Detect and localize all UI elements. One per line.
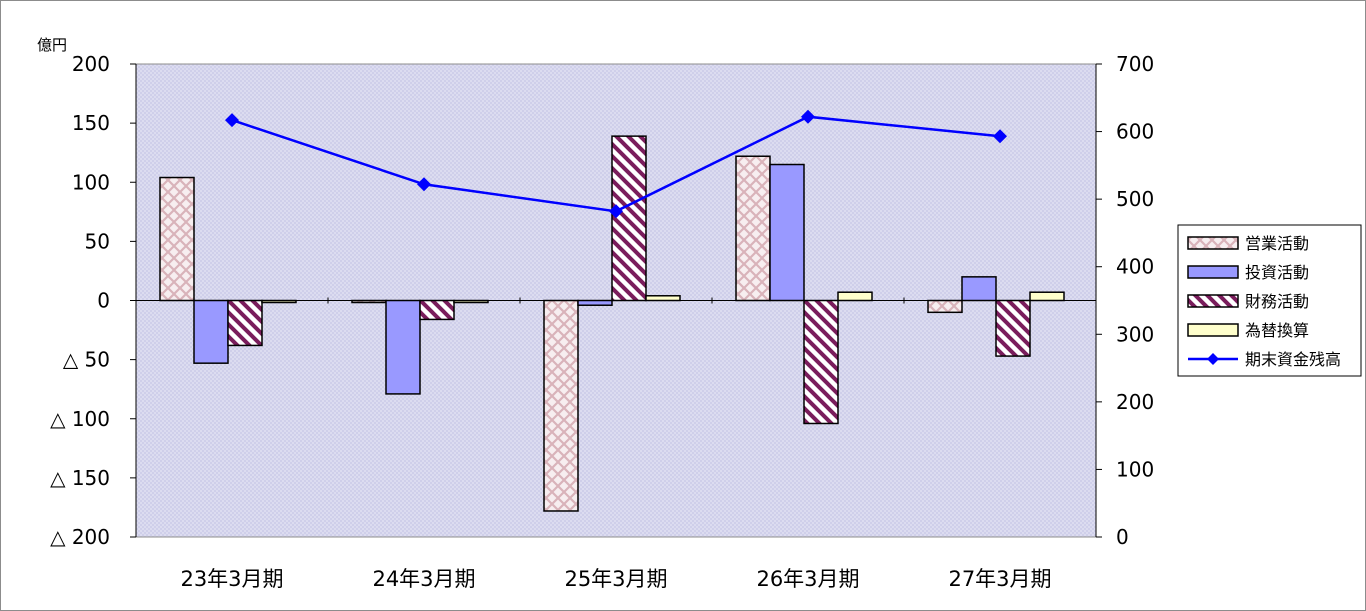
left-axis-tick-label: 50 xyxy=(85,229,110,253)
line-series xyxy=(225,109,1007,219)
right-axis-tick-label: 300 xyxy=(1116,322,1154,346)
left-axis-tick-label: △ 150 xyxy=(50,466,110,490)
line-marker-4 xyxy=(801,109,815,124)
line-marker-5 xyxy=(993,129,1007,144)
category-label: 23年3月期 xyxy=(180,567,283,591)
bar-2-2 xyxy=(385,299,421,395)
right-axis-tick-label: 200 xyxy=(1116,390,1154,414)
left-axis: 200 150 100 50 0 △ 50 △ 100 △ 150 △ 200 xyxy=(50,52,137,549)
bar-1-4 xyxy=(735,155,771,302)
legend-swatch xyxy=(1187,236,1239,250)
line-marker-3 xyxy=(609,204,623,219)
legend-swatch xyxy=(1187,323,1239,337)
category-axis-labels: 23年3月期 24年3月期 25年3月期 26年3月期 27年3月期 xyxy=(180,567,1051,591)
left-axis-tick-label: 100 xyxy=(72,170,110,194)
bar-3-1 xyxy=(227,299,263,347)
bar-2-1 xyxy=(193,299,229,364)
bar-1-5 xyxy=(927,299,963,314)
legend-swatch xyxy=(1187,294,1239,308)
bar-1-1 xyxy=(159,176,195,302)
bar-3-4 xyxy=(803,299,839,425)
category-label: 26年3月期 xyxy=(756,567,859,591)
category-label: 27年3月期 xyxy=(948,567,1051,591)
line-marker-2 xyxy=(417,177,431,192)
left-axis-tick-label: 200 xyxy=(72,52,110,76)
y-axis-unit-label: 億円 xyxy=(37,36,67,54)
legend-label: 期末資金残高 xyxy=(1245,350,1341,369)
legend-label: 為替換算 xyxy=(1245,321,1309,340)
bar-3-5 xyxy=(995,299,1031,357)
right-axis-tick-label: 0 xyxy=(1116,525,1129,549)
line-marker-1 xyxy=(225,113,239,128)
legend-swatch xyxy=(1187,265,1239,279)
bar-series xyxy=(159,135,1065,512)
right-axis-tick-label: 100 xyxy=(1116,457,1154,481)
bar-4-4 xyxy=(837,291,873,302)
right-axis-tick-label: 500 xyxy=(1116,187,1154,211)
bar-3-2 xyxy=(419,299,455,321)
right-axis-tick-label: 400 xyxy=(1116,255,1154,279)
bar-2-3 xyxy=(577,299,613,306)
bar-2-5 xyxy=(961,276,997,302)
legend-marker-swatch xyxy=(1207,353,1219,365)
right-axis-tick-label: 600 xyxy=(1116,120,1154,144)
category-label: 25年3月期 xyxy=(564,567,667,591)
right-axis: 700 600 500 400 300 200 100 0 xyxy=(1095,52,1154,549)
left-axis-tick-label: △ 100 xyxy=(50,407,110,431)
legend-label: 投資活動 xyxy=(1245,263,1309,282)
bar-4-3 xyxy=(645,295,681,302)
bar-3-3 xyxy=(611,135,647,302)
zero-baseline xyxy=(136,297,1096,304)
legend-label: 財務活動 xyxy=(1245,292,1309,311)
left-axis-tick-label: 0 xyxy=(97,289,110,313)
bar-4-5 xyxy=(1029,291,1065,302)
bar-2-4 xyxy=(769,163,805,302)
legend-label: 営業活動 xyxy=(1245,234,1309,253)
bar-1-3 xyxy=(543,299,579,512)
left-axis-tick-label: △ 200 xyxy=(50,525,110,549)
left-axis-tick-label: 150 xyxy=(72,111,110,135)
right-axis-tick-label: 700 xyxy=(1116,52,1154,76)
left-axis-tick-label: △ 50 xyxy=(63,348,110,372)
category-label: 24年3月期 xyxy=(372,567,475,591)
